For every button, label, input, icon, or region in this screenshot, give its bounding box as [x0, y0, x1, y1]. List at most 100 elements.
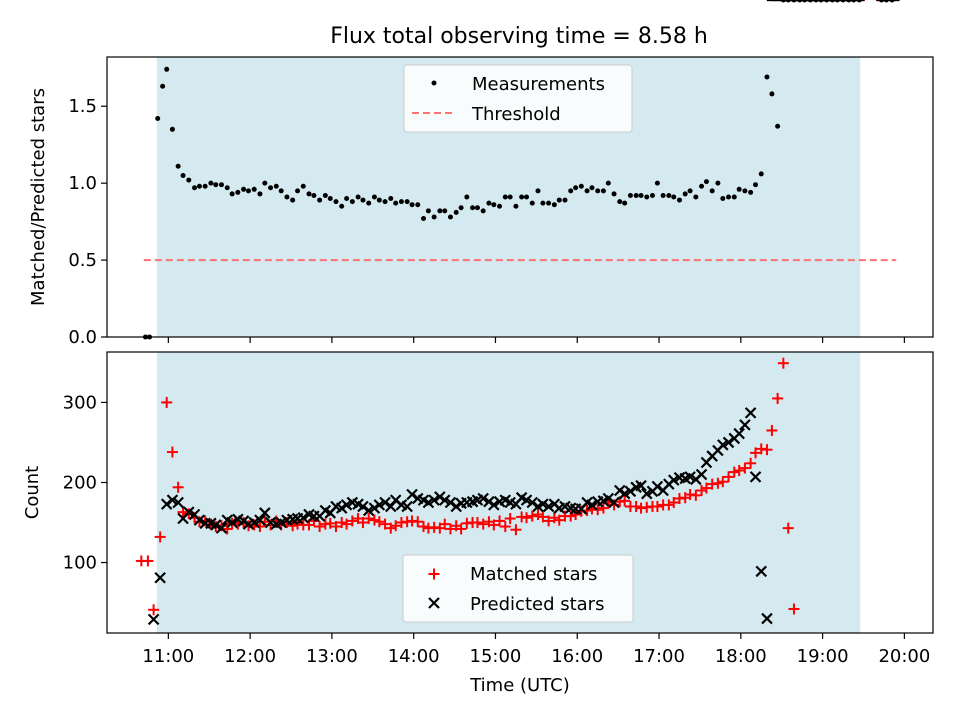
top-y-tick-label: 0.5 — [68, 250, 97, 271]
matched-star-point — [766, 424, 778, 436]
x-tick-label: 13:00 — [306, 646, 358, 667]
matched-star-point — [390, 520, 402, 532]
matched-star-point — [494, 515, 506, 527]
measurement-point — [420, 216, 426, 222]
top-y-tick-label: 1.0 — [68, 173, 97, 194]
matched-star-point — [690, 489, 702, 501]
matched-star-point — [788, 603, 800, 615]
matched-star-point — [373, 516, 385, 528]
measurement-point — [213, 182, 219, 188]
measurement-point — [306, 191, 312, 197]
measurement-point — [671, 194, 677, 200]
matched-star-point — [782, 522, 794, 534]
top-plot-frame — [106, 56, 934, 338]
measurement-point — [366, 200, 372, 206]
measurement-point — [693, 194, 699, 200]
measurement-point — [742, 188, 748, 194]
predicted-star-point — [651, 480, 664, 493]
x-tick-label: 12:00 — [224, 646, 276, 667]
matched-star-point — [499, 521, 511, 533]
legend-predicted-symbol — [428, 597, 440, 609]
predicted-star-point — [624, 485, 637, 498]
matched-star-point — [385, 522, 397, 534]
measurement-point — [409, 202, 415, 208]
measurement-point — [551, 202, 557, 208]
measurement-point — [180, 172, 186, 178]
x-tick-label: 20:00 — [878, 646, 930, 667]
measurement-point — [425, 208, 431, 214]
measurement-point — [164, 66, 170, 72]
matched-star-point — [537, 511, 549, 523]
measurement-point — [344, 196, 350, 202]
matched-star-point — [570, 509, 582, 521]
matched-star-point — [761, 444, 773, 456]
top-panel: 0.0 0.5 1.0 1.5 Matched/Predicted stars Mea… — [28, 0, 934, 348]
x-tick-label: 11:00 — [142, 646, 194, 667]
measurement-point — [474, 205, 480, 211]
measurement-point — [644, 194, 650, 200]
measurement-point — [453, 209, 459, 215]
matched-star-point — [417, 521, 429, 533]
measurement-point — [208, 180, 214, 186]
matched-star-point — [357, 517, 369, 529]
matched-star-point — [439, 518, 451, 530]
legend-predicted-label: Predicted stars — [470, 594, 604, 615]
predicted-star-point — [357, 500, 369, 513]
matched-star-point — [488, 519, 500, 531]
matched-star-point — [543, 515, 555, 527]
matched-star-point — [455, 523, 467, 535]
matched-star-point — [471, 517, 483, 529]
top-legend-box — [403, 64, 633, 133]
measurement-point — [589, 185, 595, 191]
x-tick-label: 19:00 — [797, 646, 849, 667]
measurement-point — [196, 183, 202, 189]
legend-matched-marker — [428, 568, 440, 580]
measurement-point — [726, 194, 732, 200]
predicted-star-point — [526, 496, 539, 509]
x-tick-label: 16:00 — [551, 646, 603, 667]
predicted-star-point — [733, 427, 745, 440]
predicted-star-point — [635, 479, 647, 492]
x-tick-label: 14:00 — [388, 646, 440, 667]
measurement-point — [622, 200, 628, 206]
measurement-point — [311, 192, 317, 198]
measurement-point — [676, 197, 682, 203]
measurement-point — [617, 199, 623, 205]
predicted-star-point — [259, 507, 271, 519]
matched-star-point — [363, 513, 375, 525]
measurement-point — [654, 180, 660, 186]
measurement-point — [295, 188, 301, 194]
matched-stars-series — [135, 0, 898, 616]
matched-star-point — [254, 521, 266, 533]
matched-star-point — [717, 476, 729, 488]
measurements-series — [142, 0, 895, 340]
measurement-point — [317, 197, 323, 203]
predicted-star-point — [488, 499, 500, 511]
matched-star-point — [619, 495, 631, 507]
matched-star-point — [745, 457, 757, 469]
matched-star-point — [341, 518, 353, 530]
measurement-point — [224, 185, 230, 191]
matched-star-point — [630, 501, 642, 513]
matched-star-point — [412, 516, 424, 528]
measurement-point — [562, 197, 568, 203]
measurement-point — [245, 188, 251, 194]
measurement-point — [633, 192, 639, 198]
measurement-point — [535, 188, 541, 194]
measurement-point — [649, 192, 655, 198]
measurement-point — [524, 194, 530, 200]
predicted-star-point — [722, 436, 735, 449]
matched-star-point — [154, 531, 166, 543]
matched-star-point — [712, 477, 724, 489]
matched-star-point — [548, 512, 560, 524]
legend-threshold-label: Threshold — [471, 104, 561, 125]
predicted-star-point — [608, 496, 620, 509]
bottom-panel: 100 200 300 11:00 12:00 13:00 14:00 15:00 16:00… — [22, 0, 934, 696]
measurement-point — [339, 203, 345, 209]
measurement-point — [322, 192, 328, 198]
top-legend: Measurements Threshold — [403, 64, 633, 133]
measurement-point — [731, 194, 737, 200]
matched-star-point — [510, 524, 522, 536]
measurement-point — [775, 123, 781, 129]
